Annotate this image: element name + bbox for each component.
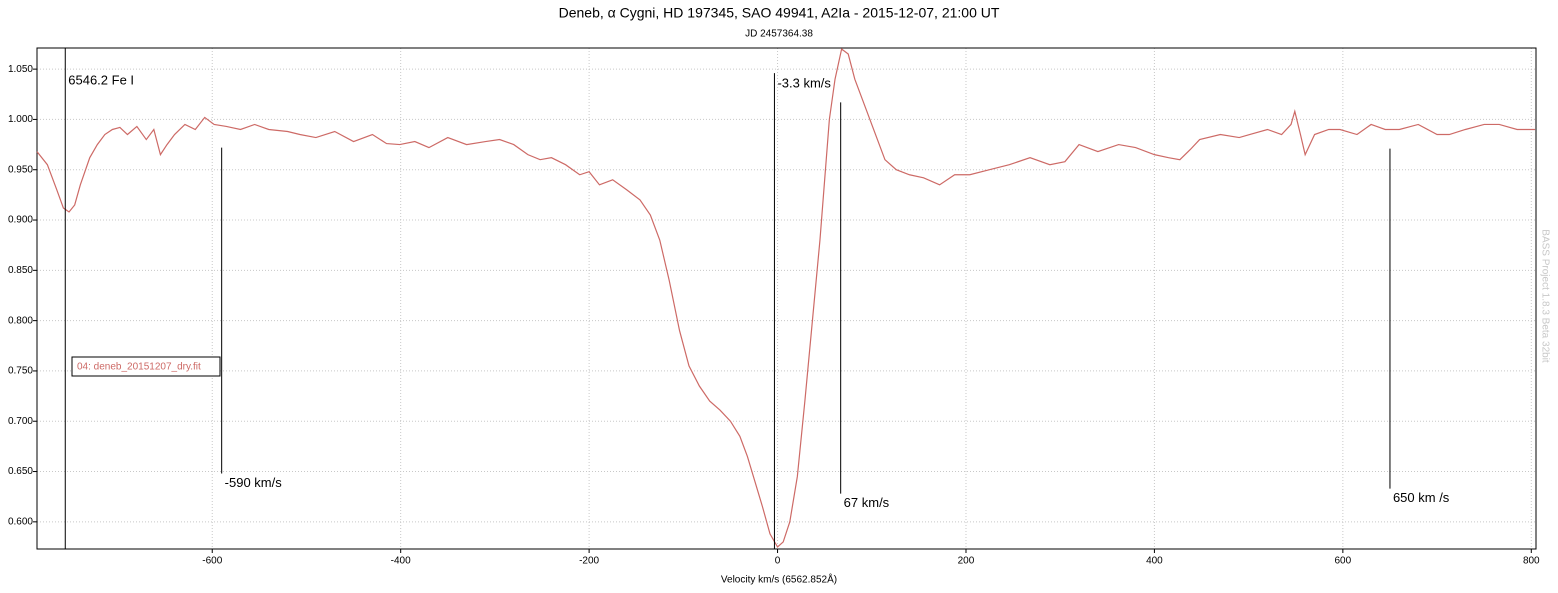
annotation-label: 67 km/s (844, 495, 890, 510)
y-tick-label: 0.700 (8, 416, 33, 427)
x-tick-label: -200 (579, 556, 599, 567)
y-tick-label: 0.800 (8, 315, 33, 326)
x-tick-label: 600 (1335, 556, 1352, 567)
x-tick-label: -600 (202, 556, 222, 567)
annotation-label: 6546.2 Fe I (68, 72, 134, 87)
y-tick-label: 0.650 (8, 466, 33, 477)
y-tick-label: 0.600 (8, 516, 33, 527)
y-tick-label: 0.950 (8, 164, 33, 175)
legend-box (71, 356, 221, 377)
x-axis-label: Velocity km/s (6562.852Å) (721, 573, 837, 586)
annotation-label: -3.3 km/s (777, 76, 831, 91)
chart-title: Deneb, α Cygni, HD 197345, SAO 49941, A2… (559, 5, 1000, 21)
chart-subtitle: JD 2457364.38 (745, 29, 813, 40)
annotation-label: -590 km/s (225, 475, 283, 490)
y-tick-label: 1.050 (8, 64, 33, 75)
legend-label: 04: deneb_20151207_dry.fit (77, 362, 201, 373)
watermark: BASS Project 1.8.3 Beta 32bit (1539, 229, 1550, 363)
plot-frame (36, 47, 1537, 550)
y-tick-label: 0.850 (8, 265, 33, 276)
x-tick-label: -400 (391, 556, 411, 567)
y-tick-label: 0.750 (8, 366, 33, 377)
x-tick-label: 200 (958, 556, 975, 567)
x-tick-label: 0 (775, 556, 781, 567)
x-tick-label: 400 (1146, 556, 1163, 567)
y-tick-label: 1.000 (8, 114, 33, 125)
legend: 04: deneb_20151207_dry.fit (71, 356, 221, 377)
y-tick-label: 0.900 (8, 215, 33, 226)
x-tick-label: 800 (1523, 556, 1540, 567)
annotation-label: 650 km /s (1393, 490, 1450, 505)
spectrum-line (36, 47, 1536, 548)
